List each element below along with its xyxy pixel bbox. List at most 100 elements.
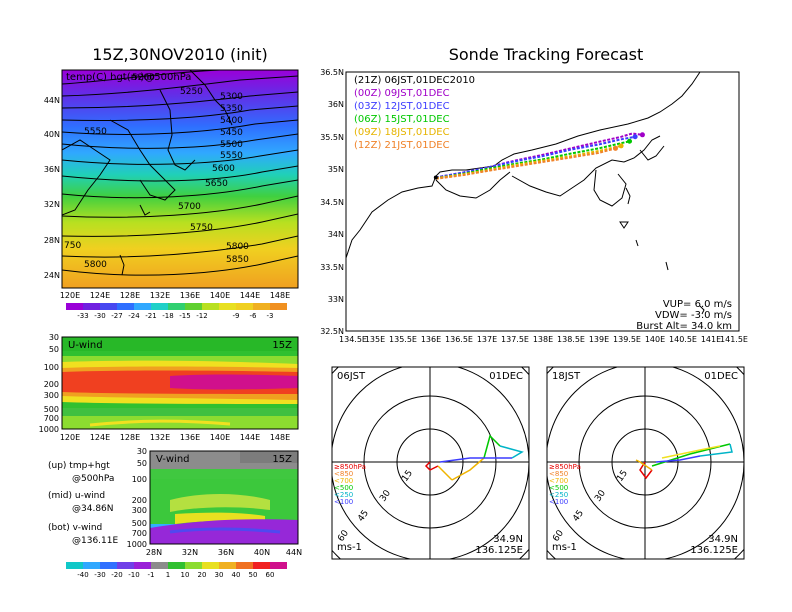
lon-tick: 136E: [421, 335, 441, 344]
polar-left-levels: ≥850hPa <850 <700 <500 <250 <100: [334, 463, 366, 506]
contour-label: 5750: [190, 223, 213, 233]
uwind-frame: [61, 336, 299, 430]
main-title: 15Z,30NOV2010 (init): [92, 45, 268, 64]
colorbar-label: -15: [179, 312, 190, 320]
main-label: temp(C) hgt(m)@500hPa: [66, 72, 191, 83]
contour-label: 5400: [220, 116, 243, 126]
uwind-p-ticks: 30 50 100 200 300 500 700 1000: [39, 333, 59, 434]
legend-mid2: @34.86N: [72, 504, 114, 514]
contour-label: 5800: [84, 260, 107, 270]
polar-date: 01DEC: [704, 371, 738, 382]
level-label: ≥850hPa: [334, 463, 366, 471]
vwind-field: [150, 451, 298, 544]
p-tick: 200: [44, 380, 59, 389]
colorbar-label: 50: [249, 571, 258, 579]
lat-tick: 36N: [218, 548, 234, 557]
lon-tick: 141.5E: [720, 335, 748, 344]
uwind-field: [62, 337, 298, 429]
track-annotations: VUP= 6.0 m/s VDW= -3.0 m/s Burst Alt= 34…: [636, 299, 732, 332]
p-tick: 500: [132, 519, 147, 528]
track-legend-line: (21Z) 06JST,01DEC2010: [354, 75, 475, 86]
polar-right-hodograph: [635, 443, 733, 480]
lat-tick: 32.5N: [320, 327, 344, 336]
lat-tick: 36.5N: [320, 68, 344, 77]
lon-tick: 137.5E: [501, 335, 529, 344]
lat-tick: 44N: [44, 96, 60, 105]
lon-tick: 135.5E: [389, 335, 417, 344]
level-label: <250: [334, 491, 353, 499]
track-legend-line: (00Z) 09JST,01DEC: [354, 88, 450, 99]
lon-tick: 136.5E: [445, 335, 473, 344]
polar-lat: 34.9N: [708, 534, 738, 545]
polar-right-text: 18JST 01DEC ms-1 34.9N 136.125E: [552, 371, 738, 556]
track-line: [435, 132, 643, 179]
lon-tick: 120E: [60, 433, 80, 442]
p-tick: 300: [44, 391, 59, 400]
level-label: <100: [334, 498, 353, 506]
colorbar-label: -24: [128, 312, 140, 320]
legend-up1: (up) tmp+hgt: [48, 461, 110, 471]
polar-date: 01DEC: [489, 371, 523, 382]
polar-lat: 34.9N: [493, 534, 523, 545]
lon-tick: 140E: [645, 335, 665, 344]
level-label: <500: [334, 484, 353, 492]
track-lat-ticks: 36.5N 36N 35.5N 35N 34.5N 34N 33.5N 33N …: [320, 68, 344, 336]
lon-tick: 140E: [210, 433, 230, 442]
wind-colorbar: [66, 562, 287, 569]
contour-label: 5800: [226, 242, 249, 252]
lon-tick: 128E: [120, 291, 140, 300]
p-tick: 1000: [39, 425, 59, 434]
colorbar-label: -1: [148, 571, 155, 579]
lat-tick: 35.5N: [320, 133, 344, 142]
lon-tick: 134.5E: [339, 335, 367, 344]
p-tick: 30: [137, 447, 147, 456]
temp-field: [62, 70, 298, 288]
lon-tick: 148E: [270, 433, 290, 442]
p-tick: 50: [137, 459, 147, 468]
level-label: <700: [334, 477, 353, 485]
contour-label: 5350: [220, 104, 243, 114]
uwind-label: U-wind: [68, 340, 103, 351]
p-tick: 700: [44, 414, 59, 423]
track-legend: (21Z) 06JST,01DEC2010 (00Z) 09JST,01DEC …: [354, 75, 475, 151]
lon-tick: 124E: [90, 291, 110, 300]
polar-unit: ms-1: [337, 542, 362, 553]
lon-tick: 139E: [589, 335, 609, 344]
contour-label: 5250: [180, 87, 203, 97]
colorbar-label: -40: [77, 571, 88, 579]
vwind-lat-ticks: 28N 32N 36N 40N 44N: [146, 548, 302, 557]
p-tick: 1000: [127, 540, 147, 549]
lat-tick: 28N: [44, 236, 60, 245]
polar-time: 06JST: [337, 371, 366, 382]
track-series: [433, 132, 645, 180]
vwind-p-ticks: 30 50 100 200 300 500 700 1000: [127, 447, 147, 549]
lon-tick: 140E: [210, 291, 230, 300]
legend-bot2: @136.11E: [72, 536, 118, 546]
legend-bot1: (bot) v-wind: [48, 523, 102, 533]
lon-tick: 132E: [150, 291, 170, 300]
track-endpoint: [618, 143, 624, 149]
uwind-lon-ticks: 120E 124E 128E 132E 136E 140E 144E 148E: [60, 433, 290, 442]
colorbar-label: 10: [181, 571, 190, 579]
track-frame: [345, 71, 740, 332]
vwind-time: 15Z: [272, 454, 292, 465]
wind-colorbar-labels: -40 -30 -20 -10 -1 1 10 20 30 40 50 60: [77, 571, 274, 579]
vwind-frame: [149, 450, 299, 545]
legend-mid1: (mid) u-wind: [48, 491, 105, 501]
colorbar-label: 30: [215, 571, 224, 579]
polar-left-text: 06JST 01DEC ms-1 34.9N 136.125E: [337, 371, 523, 556]
lon-tick: 140.5E: [669, 335, 697, 344]
polar-lon: 136.125E: [690, 545, 738, 556]
lon-tick: 128E: [120, 433, 140, 442]
colorbar-label: -27: [111, 312, 122, 320]
lat-tick: 32N: [182, 548, 198, 557]
track-endpoint: [627, 138, 633, 144]
contour-label: 5200: [132, 73, 155, 83]
lat-tick: 40N: [44, 130, 60, 139]
lon-tick: 120E: [60, 291, 80, 300]
track-line: [435, 135, 636, 179]
lon-tick: 124E: [90, 433, 110, 442]
lat-tick: 32N: [44, 200, 60, 209]
track-lon-ticks: 134.5E 135E 135.5E 136E 136.5E 137E 137.…: [339, 335, 748, 344]
colorbar-label: 20: [198, 571, 207, 579]
